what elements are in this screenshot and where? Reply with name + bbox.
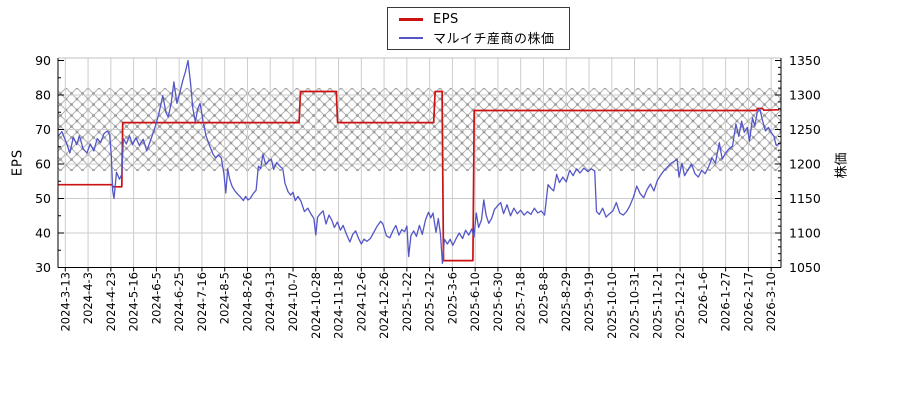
left-axis-tick-labels: 30 40 50 60 70 80 90 [35,53,51,275]
x-tick-label: 2024-7-16 [195,272,209,332]
x-tick-label: 2025-12-12 [673,272,687,339]
x-tick-label: 2025-8-8 [536,272,550,324]
right-axis-tick-labels: 1050 1100 1150 1200 1250 1300 1350 [789,53,821,275]
legend-label-stock-price: マルイチ産商の株価 [433,32,555,47]
x-tick-label: 2024-8-5 [218,272,232,324]
x-tick-label: 2025-6-10 [468,272,482,332]
x-tick-label: 2025-6-30 [491,272,505,332]
series-lines [58,59,780,265]
x-tick-label: 2024-10-7 [286,272,300,332]
x-tick-label: 2024-4-3 [81,272,95,324]
eps-tick-label: 30 [35,260,51,275]
eps-tick-label: 70 [35,122,51,137]
price-tick-label: 1150 [789,191,821,206]
x-tick-label: 2026-1-27 [719,272,733,332]
gridlines [58,57,781,268]
x-tick-label: 2024-10-28 [309,272,323,339]
x-tick-label: 2025-10-31 [628,272,642,339]
legend-label-eps: EPS [433,12,459,27]
tick-marks [58,60,781,272]
x-tick-label: 2026-2-17 [741,272,755,332]
price-tick-label: 1100 [789,226,821,241]
eps-tick-label: 80 [35,88,51,103]
price-tick-label: 1350 [789,53,821,68]
x-tick-label: 2024-9-13 [263,272,277,332]
price-tick-label: 1050 [789,260,821,275]
eps-tick-label: 40 [35,226,51,241]
x-tick-label: 2025-3-6 [445,272,459,324]
x-axis-tick-labels: 2024-3-13 2024-4-3 2024-4-23 2024-5-16 2024-… [58,272,778,339]
x-tick-label: 2025-8-29 [559,272,573,332]
x-tick-label: 2024-6-25 [172,272,186,332]
x-tick-label: 2024-6-5 [149,272,163,324]
x-tick-label: 2024-5-16 [127,272,141,332]
x-tick-label: 2025-1-22 [400,272,414,332]
x-tick-label: 2025-2-12 [423,272,437,332]
stock-price-series-color-swatch [399,36,423,39]
x-tick-label: 2024-4-23 [104,272,118,332]
price-tick-label: 1250 [789,122,821,137]
eps-line [58,90,780,262]
eps-series-color-swatch [399,18,423,21]
x-tick-label: 2026-3-10 [764,272,778,332]
price-tick-label: 1200 [789,157,821,172]
legend: EPS マルイチ産商の株価 [387,7,570,50]
legend-item-stock-price: マルイチ産商の株価 [399,30,555,47]
x-tick-label: 2025-7-18 [514,272,528,332]
x-tick-label: 2026-1-6 [696,272,710,324]
stock-price-line [58,59,780,265]
x-tick-label: 2024-11-18 [332,272,346,339]
legend-item-eps: EPS [399,12,555,27]
eps-tick-label: 90 [35,53,51,68]
x-tick-label: 2025-9-19 [582,272,596,332]
x-tick-label: 2025-10-10 [605,272,619,339]
eps-tick-label: 60 [35,157,51,172]
x-tick-label: 2024-3-13 [58,272,72,332]
price-tick-label: 1300 [789,88,821,103]
x-tick-label: 2024-12-26 [377,272,391,339]
right-axis-title: 株価 [834,152,850,179]
left-axis-title: EPS [10,148,26,177]
x-tick-label: 2024-8-26 [240,272,254,332]
eps-tick-label: 50 [35,191,51,206]
x-tick-label: 2025-11-21 [650,272,664,339]
x-tick-label: 2024-12-6 [354,272,368,332]
